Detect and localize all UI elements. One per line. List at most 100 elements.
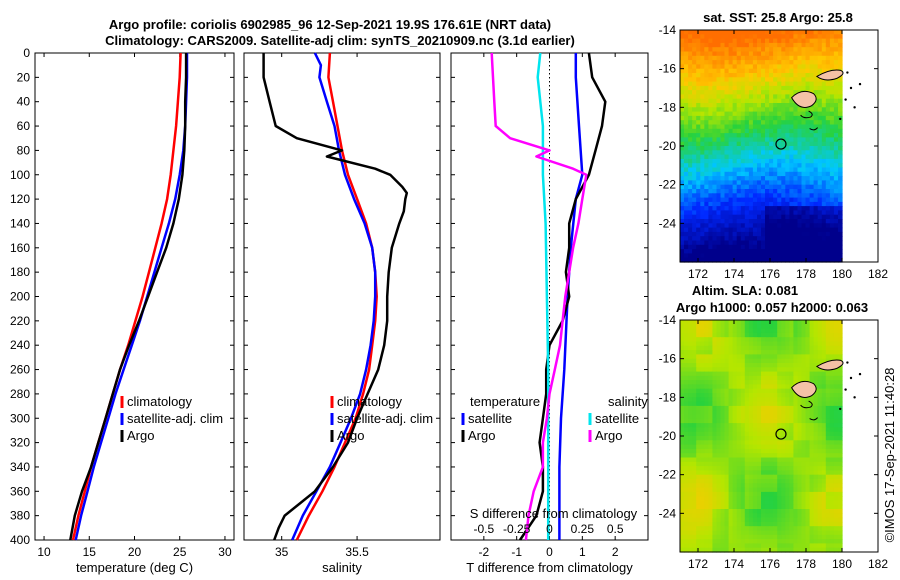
map-cell (744, 354, 750, 360)
map-cell (757, 427, 762, 433)
map-cell (817, 120, 823, 126)
map-cell (838, 418, 843, 424)
map-cell (769, 223, 774, 229)
map-cell (688, 543, 693, 549)
map-cell (740, 124, 746, 130)
map-cell (740, 328, 746, 334)
map-cell (732, 167, 738, 173)
map-cell (829, 509, 835, 514)
legend-label: Argo (127, 428, 154, 443)
map-cell (813, 227, 819, 233)
map-cell (838, 107, 843, 113)
map-cell (769, 457, 774, 463)
map-cell (728, 103, 734, 108)
map-cell (797, 341, 803, 347)
map-cell (817, 509, 823, 514)
map-cell (708, 85, 713, 91)
map-cell (704, 94, 709, 100)
map-cell (680, 73, 685, 78)
map-cell (813, 34, 819, 40)
map-cell (785, 324, 790, 330)
map-cell (704, 206, 709, 211)
map-cell (817, 380, 823, 385)
map-cell (708, 201, 713, 207)
map-cell (785, 154, 790, 160)
map-cell (781, 341, 786, 347)
map-cell (765, 457, 770, 463)
map-cell (716, 141, 722, 147)
map-cell (732, 107, 738, 113)
map-cell (813, 193, 819, 199)
map-cell (793, 30, 798, 35)
map-cell (748, 137, 754, 143)
map-cell (793, 249, 798, 254)
map-cell (700, 332, 705, 338)
map-cell (680, 120, 685, 126)
map-cell (829, 167, 835, 173)
map-cell (752, 85, 758, 91)
map-cell (789, 90, 794, 95)
map-cell (752, 60, 758, 65)
map-cell (736, 120, 742, 126)
map-cell (757, 526, 762, 532)
map-cell (769, 60, 774, 65)
map-cell (813, 461, 819, 467)
map-cell (720, 55, 726, 61)
map-cell (700, 393, 705, 398)
map-cell (692, 453, 697, 459)
map-cell (688, 81, 693, 87)
map-cell (720, 534, 726, 540)
map-cell (833, 393, 839, 398)
map-cell (700, 236, 705, 242)
map-cell (777, 539, 782, 544)
map-cell (793, 128, 798, 134)
map-cell (680, 38, 685, 44)
map-cell (809, 500, 815, 506)
map-cell (732, 146, 738, 151)
map-cell (765, 496, 770, 501)
map-cell (732, 42, 738, 48)
map-cell (773, 487, 778, 493)
map-cell (825, 427, 831, 433)
map-cell (688, 47, 693, 53)
map-cell (781, 345, 786, 351)
map-cell (680, 146, 685, 151)
map-cell (704, 85, 709, 91)
map-cell (801, 354, 807, 360)
map-cell (704, 479, 709, 484)
map-cell (777, 98, 782, 104)
map-cell (813, 214, 819, 220)
map-cell (724, 171, 730, 177)
map-cell (724, 401, 730, 407)
map-cell (748, 210, 754, 216)
map-cell (821, 461, 827, 467)
sla-map-subtitle: Argo h1000: 0.057 h2000: 0.063 (676, 300, 868, 315)
map-cell (728, 253, 734, 259)
map-cell (761, 526, 766, 532)
map-cell (797, 375, 803, 381)
map-cell (781, 448, 786, 454)
map-cell (805, 547, 811, 553)
map-cell (773, 491, 778, 497)
map-cell (716, 55, 722, 61)
top-tick-label: -0.5 (473, 522, 494, 536)
map-cell (809, 146, 815, 151)
map-cell (821, 158, 827, 164)
map-cell (744, 90, 750, 95)
map-cell (761, 249, 766, 254)
map-cell (684, 30, 689, 35)
map-cell (704, 363, 709, 368)
map-cell (777, 197, 782, 203)
map-cell (809, 530, 815, 536)
y-tick-label: 100 (10, 168, 30, 182)
map-cell (793, 81, 798, 87)
map-cell (817, 249, 823, 254)
map-cell (716, 150, 722, 156)
map-cell (817, 103, 823, 108)
map-cell (789, 427, 794, 433)
map-cell (801, 320, 807, 325)
map-cell (781, 236, 786, 242)
map-cell (805, 34, 811, 40)
map-cell (777, 201, 782, 207)
map-cell (716, 418, 722, 424)
